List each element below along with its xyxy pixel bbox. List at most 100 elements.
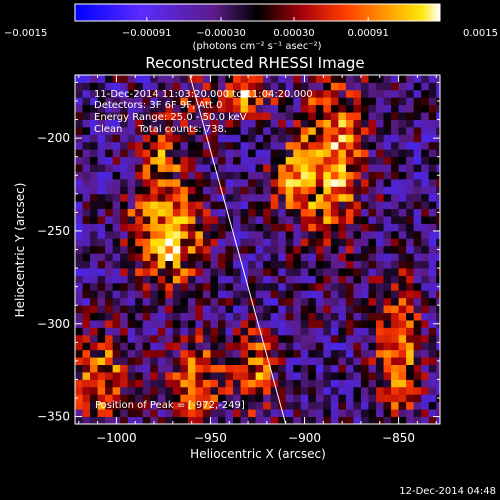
heatmap-cell xyxy=(127,275,136,284)
heatmap-cell xyxy=(285,282,294,291)
heatmap-cell xyxy=(338,82,347,91)
heatmap-cell xyxy=(90,82,98,91)
heatmap-cell xyxy=(233,216,241,224)
heatmap-cell xyxy=(82,297,91,306)
heatmap-cell xyxy=(217,327,226,336)
heatmap-cell xyxy=(338,394,347,403)
heatmap-cell xyxy=(406,372,415,380)
heatmap-cell xyxy=(360,290,369,299)
heatmap-cell xyxy=(248,282,257,291)
heatmap-cell xyxy=(75,342,83,351)
heatmap-cell xyxy=(172,409,181,417)
heatmap-cell xyxy=(90,141,98,150)
heatmap-cell xyxy=(157,342,166,351)
heatmap-cell xyxy=(180,89,189,98)
heatmap-cell xyxy=(90,119,98,128)
heatmap-cell xyxy=(135,327,144,336)
heatmap-cell xyxy=(330,394,339,403)
heatmap-cell xyxy=(75,290,83,299)
colorbar-tick-label: −0.00030 xyxy=(196,28,246,39)
heatmap-cell xyxy=(172,193,181,202)
heatmap-cell xyxy=(240,112,249,120)
heatmap-cell xyxy=(255,268,264,276)
heatmap-cell xyxy=(338,223,347,232)
heatmap-cell xyxy=(120,357,129,365)
heatmap-cell xyxy=(398,253,407,262)
heatmap-cell xyxy=(180,193,189,202)
heatmap-cell xyxy=(436,409,440,417)
heatmap-cell xyxy=(406,357,415,365)
heatmap-cell xyxy=(376,89,384,98)
heatmap-cell xyxy=(421,223,430,232)
heatmap-cell xyxy=(293,342,302,351)
heatmap-cell xyxy=(368,334,377,343)
heatmap-cell xyxy=(210,149,219,158)
heatmap-cell xyxy=(255,89,264,98)
heatmap-cell xyxy=(255,97,264,106)
heatmap-cell xyxy=(345,89,354,98)
heatmap-cell xyxy=(172,149,181,158)
heatmap-cell xyxy=(345,357,354,365)
heatmap-cell xyxy=(120,253,129,262)
heatmap-cell xyxy=(217,379,226,388)
heatmap-cell xyxy=(217,119,226,128)
heatmap-cell xyxy=(255,372,264,380)
heatmap-cell xyxy=(270,126,279,135)
heatmap-cell xyxy=(112,126,121,135)
heatmap-cell xyxy=(240,386,249,395)
heatmap-cell xyxy=(255,82,264,91)
heatmap-cell xyxy=(398,386,407,395)
heatmap-cell xyxy=(315,372,324,380)
heatmap-cell xyxy=(436,216,440,224)
heatmap-cell xyxy=(180,238,189,247)
heatmap-cell xyxy=(112,364,121,373)
heatmap-cell xyxy=(300,112,309,120)
heatmap-cell xyxy=(398,275,407,284)
heatmap-cell xyxy=(82,104,91,113)
heatmap-cell xyxy=(165,349,174,358)
heatmap-cell xyxy=(330,149,339,158)
heatmap-cell xyxy=(127,193,136,202)
heatmap-cell xyxy=(195,320,204,328)
heatmap-cell xyxy=(82,349,91,358)
heatmap-cell xyxy=(428,334,437,343)
heatmap-cell xyxy=(105,126,114,135)
heatmap-cell xyxy=(428,238,437,247)
heatmap-cell xyxy=(142,245,151,254)
heatmap-cell xyxy=(353,156,362,165)
heatmap-cell xyxy=(90,349,98,358)
heatmap-cell xyxy=(353,141,362,150)
heatmap-cell xyxy=(240,334,249,343)
heatmap-cell xyxy=(240,409,249,417)
heatmap-cell xyxy=(157,149,166,158)
heatmap-cell xyxy=(278,290,287,299)
heatmap-cell xyxy=(75,97,83,106)
heatmap-cell xyxy=(150,305,159,314)
heatmap-cell xyxy=(323,379,332,388)
heatmap-cell xyxy=(202,312,211,321)
heatmap-cell xyxy=(293,268,302,276)
heatmap-cell xyxy=(82,171,91,180)
heatmap-cell xyxy=(330,186,339,195)
heatmap-cell xyxy=(240,305,249,314)
heatmap-cell xyxy=(330,357,339,365)
heatmap-cell xyxy=(127,320,136,328)
heatmap-cell xyxy=(345,394,354,403)
heatmap-cell xyxy=(376,253,384,262)
heatmap-cell xyxy=(225,104,234,113)
heatmap-cell xyxy=(413,282,422,291)
heatmap-cell xyxy=(345,134,354,143)
heatmap-cell xyxy=(383,394,392,403)
heatmap-cell xyxy=(293,186,302,195)
heatmap-cell xyxy=(120,416,129,424)
heatmap-cell xyxy=(338,149,347,158)
heatmap-cell xyxy=(383,82,392,91)
heatmap-cell xyxy=(150,364,159,373)
heatmap-cell xyxy=(180,104,189,113)
heatmap-cell xyxy=(300,320,309,328)
heatmap-cell xyxy=(120,201,129,210)
heatmap-cell xyxy=(202,349,211,358)
heatmap-cell xyxy=(270,149,279,158)
heatmap-cell xyxy=(263,305,272,314)
heatmap-cell xyxy=(360,394,369,403)
